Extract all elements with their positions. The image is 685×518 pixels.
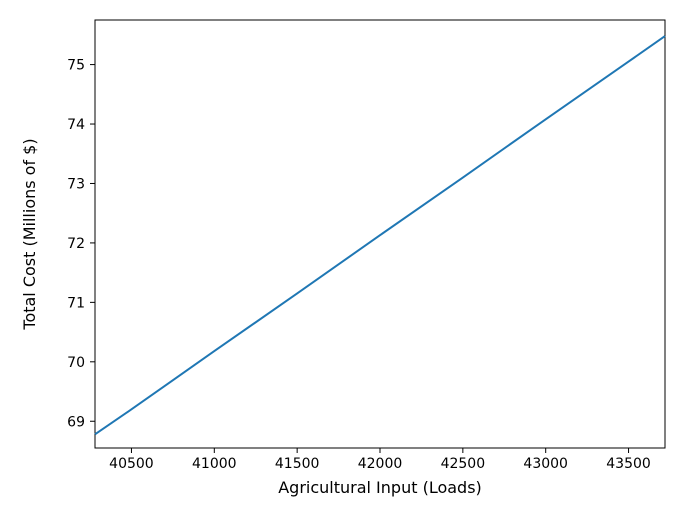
x-axis-label: Agricultural Input (Loads)	[278, 478, 482, 497]
y-tick-label: 74	[67, 117, 85, 133]
series-total-cost	[95, 36, 665, 434]
x-tick-label: 43000	[523, 456, 568, 472]
y-tick-label: 71	[67, 295, 85, 311]
line-chart: 40500 41000 41500 42000 42500 43000 43500 69 70 7…	[0, 0, 685, 518]
x-tick-label: 42500	[441, 456, 486, 472]
x-tick-label: 41500	[275, 456, 320, 472]
y-tick-label: 72	[67, 236, 85, 252]
x-tick-label: 42000	[358, 456, 403, 472]
y-tick-label: 70	[67, 355, 85, 371]
y-tick-label: 73	[67, 176, 85, 192]
y-axis-label: Total Cost (Millions of $)	[20, 138, 39, 330]
chart-svg: 40500 41000 41500 42000 42500 43000 43500 69 70 7…	[0, 0, 685, 518]
y-tick-label: 69	[67, 414, 85, 430]
x-tick-label: 40500	[109, 456, 154, 472]
x-tick-label: 43500	[606, 456, 651, 472]
y-tick-label: 75	[67, 58, 85, 74]
x-tick-label: 41000	[192, 456, 237, 472]
